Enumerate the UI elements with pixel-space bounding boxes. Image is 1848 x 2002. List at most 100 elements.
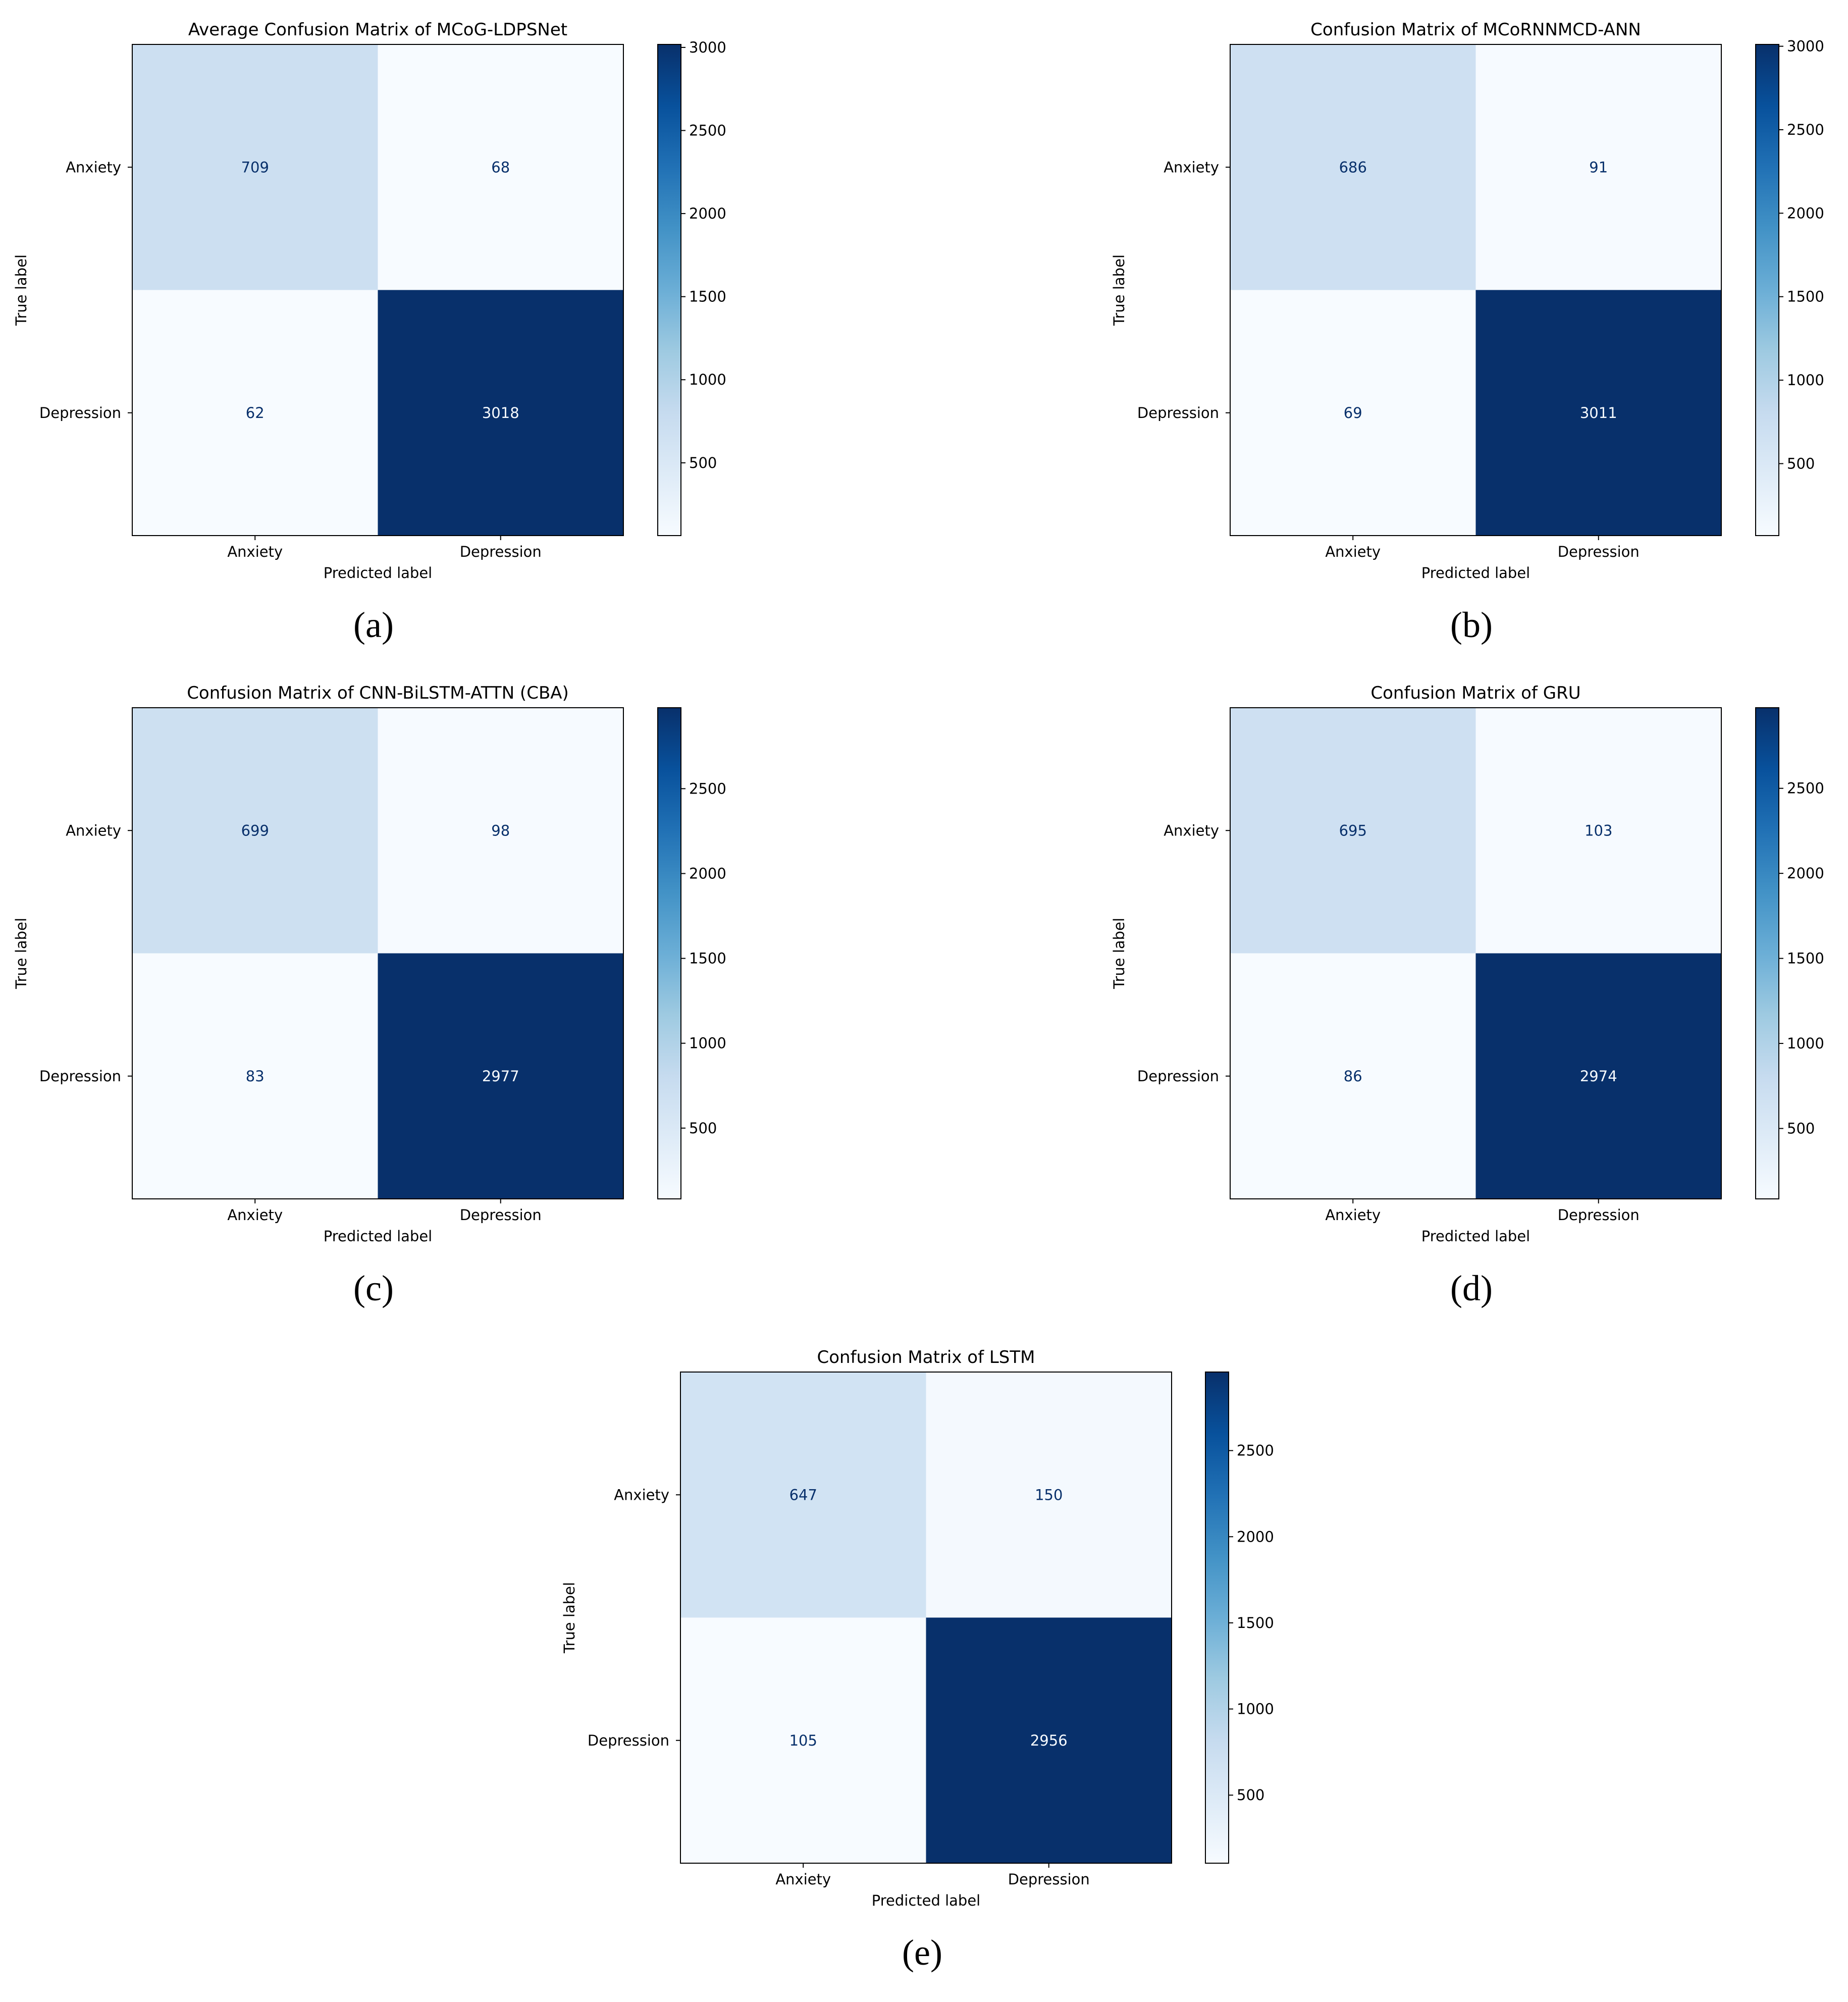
matrix-cell (680, 1372, 926, 1618)
colorbar-tick-label: 2000 (1787, 865, 1824, 882)
cell-value-label: 3018 (482, 404, 519, 422)
y-tick-label: Depression (39, 404, 121, 422)
plot-frame (132, 707, 624, 1199)
colorbar (657, 707, 681, 1199)
x-tick-label: Depression (1558, 1206, 1640, 1224)
cell-value-label: 647 (789, 1486, 817, 1503)
panel-caption: (b) (1450, 605, 1493, 645)
plot-frame (1230, 44, 1722, 536)
y-axis-label: True label (13, 254, 30, 326)
colorbar-tick-label: 1500 (689, 288, 726, 305)
matrix-cell (1475, 953, 1721, 1199)
colorbar (1755, 707, 1779, 1199)
colorbar-tick-label: 1500 (1237, 1614, 1274, 1631)
colorbar-tick-label: 1000 (689, 1035, 726, 1052)
matrix-cell (378, 44, 623, 290)
colorbar-tick-label: 500 (689, 454, 717, 471)
x-tick-label: Anxiety (775, 1871, 831, 1888)
matrix-cell (1475, 44, 1721, 290)
cell-value-label: 83 (246, 1068, 265, 1085)
colorbar-tick-label: 1000 (1787, 1035, 1824, 1052)
y-tick-label: Anxiety (1164, 822, 1219, 839)
confusion-matrix-panel: 695 103 86 2974 Confusion Matrix of GRU Anxie… (1111, 683, 1824, 1308)
colorbar-tick-label: 1500 (1787, 288, 1824, 305)
matrix-cell (1475, 708, 1721, 954)
chart-title: Confusion Matrix of MCoRNNMCD-ANN (1310, 20, 1641, 40)
matrix-cell (1230, 290, 1476, 536)
matrix-cell (1475, 290, 1721, 536)
x-axis-label: Predicted label (324, 564, 433, 582)
confusion-matrix-panel: 647 150 105 2956 Confusion Matrix of LSTM Anx… (561, 1347, 1274, 1973)
x-tick-label: Depression (1008, 1871, 1090, 1888)
cell-value-label: 68 (491, 159, 510, 176)
x-axis-label: Predicted label (1421, 564, 1530, 582)
cell-value-label: 709 (241, 159, 269, 176)
panel-caption: (c) (353, 1268, 394, 1308)
colorbar-tick-label: 2000 (1237, 1528, 1274, 1545)
y-tick-label: Anxiety (1164, 159, 1219, 176)
y-tick-label: Anxiety (66, 822, 121, 839)
colorbar-tick-label: 2500 (1237, 1442, 1274, 1459)
x-tick-label: Depression (460, 1206, 542, 1224)
cell-value-label: 103 (1585, 822, 1612, 839)
matrix-cell (132, 708, 378, 954)
x-axis-label: Predicted label (872, 1892, 981, 1909)
cell-value-label: 69 (1344, 404, 1362, 422)
colorbar-tick-label: 500 (689, 1120, 717, 1137)
confusion-matrix-panel: 709 68 62 3018 Average Confusion Matrix of M… (13, 20, 726, 645)
colorbar-tick-label: 500 (1787, 1120, 1815, 1137)
x-tick-label: Anxiety (227, 543, 283, 560)
y-tick-label: Depression (588, 1732, 669, 1749)
colorbar-tick-label: 2500 (689, 122, 726, 139)
cell-value-label: 105 (789, 1732, 817, 1749)
x-tick-label: Anxiety (1325, 1206, 1381, 1224)
y-tick-label: Depression (1137, 1068, 1219, 1085)
chart-title: Confusion Matrix of GRU (1370, 683, 1580, 703)
cell-value-label: 150 (1035, 1486, 1063, 1503)
matrix-cell (926, 1372, 1172, 1618)
panel-caption: (d) (1450, 1268, 1493, 1308)
chart-title: Confusion Matrix of CNN-BiLSTM-ATTN (CBA… (187, 683, 569, 703)
matrix-cell (132, 953, 378, 1199)
y-axis-label: True label (561, 1582, 578, 1654)
matrix-cell (378, 708, 623, 954)
colorbar (657, 44, 681, 536)
colorbar-tick-label: 2000 (689, 205, 726, 222)
colorbar-tick-label: 1000 (689, 371, 726, 388)
colorbar-tick-label: 1000 (1787, 372, 1824, 389)
cell-value-label: 62 (246, 404, 265, 422)
cell-value-label: 699 (241, 822, 269, 839)
cell-value-label: 86 (1344, 1068, 1362, 1085)
matrix-cell (680, 1617, 926, 1863)
x-axis-label: Predicted label (324, 1228, 433, 1245)
cell-value-label: 98 (491, 822, 510, 839)
plot-frame (132, 44, 624, 536)
x-axis-label: Predicted label (1421, 1228, 1530, 1245)
matrix-cell (132, 44, 378, 290)
colorbar-tick-label: 2000 (689, 865, 726, 882)
cell-value-label: 3011 (1580, 404, 1617, 422)
confusion-matrix-panel: 699 98 83 2977 Confusion Matrix of CNN-BiLST… (13, 683, 726, 1308)
matrix-cell (132, 290, 378, 536)
cell-value-label: 2977 (482, 1068, 519, 1085)
plot-frame (1230, 707, 1722, 1199)
x-tick-label: Depression (460, 543, 542, 560)
chart-title: Average Confusion Matrix of MCoG-LDPSNet (188, 20, 567, 40)
y-axis-label: True label (1111, 918, 1128, 989)
y-tick-label: Anxiety (614, 1486, 669, 1503)
matrix-cell (926, 1617, 1172, 1863)
cell-value-label: 2974 (1580, 1068, 1617, 1085)
colorbar-tick-label: 2500 (1787, 780, 1824, 797)
matrix-cell (1230, 44, 1476, 290)
colorbar-tick-label: 500 (1237, 1786, 1264, 1804)
y-tick-label: Depression (1137, 404, 1219, 422)
x-tick-label: Anxiety (227, 1206, 283, 1224)
colorbar-tick-label: 2000 (1787, 204, 1824, 222)
colorbar-tick-label: 1000 (1237, 1701, 1274, 1718)
colorbar-tick-label: 3000 (1787, 38, 1824, 55)
y-tick-label: Anxiety (66, 159, 121, 176)
colorbar (1755, 44, 1779, 536)
confusion-matrix-panel: 686 91 69 3011 Confusion Matrix of MCoRNNMCD… (1111, 20, 1824, 645)
x-tick-label: Anxiety (1325, 543, 1381, 560)
